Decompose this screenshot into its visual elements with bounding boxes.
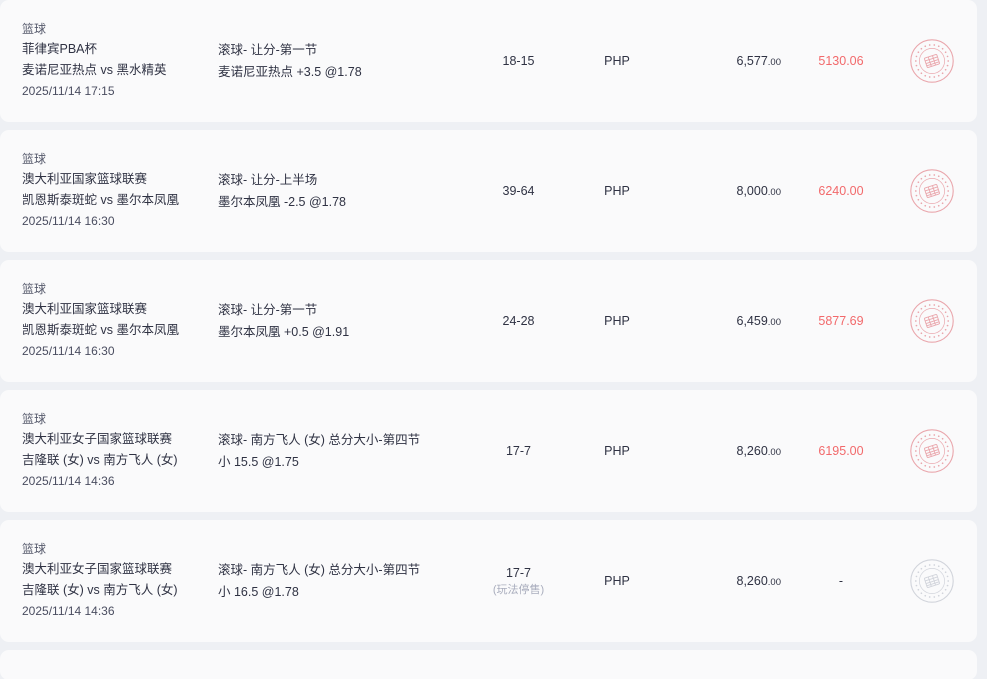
- stake-decimal-part: .00: [767, 577, 781, 588]
- stake-amount: 8,000.00: [663, 182, 782, 200]
- stake-integer-part: 8,260: [736, 444, 768, 458]
- stake-amount: 8,260.00: [663, 572, 782, 590]
- won-stamp-icon: [909, 38, 955, 84]
- score-column: 39-64: [466, 183, 571, 199]
- bet-card-partial[interactable]: [0, 650, 977, 679]
- stake-integer-part: 6,577: [736, 54, 768, 68]
- event-info-column: 篮球 澳大利亚女子国家篮球联赛 吉隆联 (女) vs 南方飞人 (女) 2025…: [0, 542, 218, 620]
- stake-integer-part: 8,260: [736, 574, 768, 588]
- league-label: 澳大利亚女子国家篮球联赛: [22, 562, 173, 576]
- score-column: 17-7: [466, 443, 571, 459]
- league-label: 澳大利亚女子国家篮球联赛: [22, 432, 173, 446]
- teams-label: 凯恩斯泰斑蛇 vs 墨尔本凤凰: [22, 193, 179, 207]
- market-column: 滚球- 让分-第一节 麦诺尼亚热点 +3.5 @1.78: [218, 41, 466, 81]
- payout-amount: 6240.00: [818, 184, 864, 198]
- currency-value: PHP: [604, 314, 630, 328]
- league-label: 菲律宾PBA杯: [22, 42, 98, 56]
- market-column: 滚球- 南方飞人 (女) 总分大小-第四节 小 15.5 @1.75: [218, 431, 466, 471]
- bet-timestamp: 2025/11/14 16:30: [22, 214, 115, 228]
- currency-value: PHP: [604, 54, 630, 68]
- market-column: 滚球- 让分-上半场 墨尔本凤凰 -2.5 @1.78: [218, 171, 466, 211]
- payout-amount: 5130.06: [818, 54, 864, 68]
- selection-label: 墨尔本凤凰 +0.5 @1.91: [218, 325, 350, 339]
- selection-label: 麦诺尼亚热点 +3.5 @1.78: [218, 65, 362, 79]
- result-stamp-cell: [901, 558, 977, 604]
- teams-label: 吉隆联 (女) vs 南方飞人 (女): [22, 453, 178, 467]
- selection-label: 墨尔本凤凰 -2.5 @1.78: [218, 195, 347, 209]
- stake-amount: 8,260.00: [663, 442, 782, 460]
- stake-decimal-part: .00: [767, 317, 781, 328]
- stake-decimal-part: .00: [767, 57, 781, 68]
- currency-value: PHP: [604, 574, 630, 588]
- score-value: 24-28: [502, 314, 535, 328]
- result-stamp-cell: [901, 168, 977, 214]
- bet-card[interactable]: 篮球 澳大利亚女子国家篮球联赛 吉隆联 (女) vs 南方飞人 (女) 2025…: [0, 520, 977, 642]
- won-stamp-icon: [909, 298, 955, 344]
- currency-value: PHP: [604, 444, 630, 458]
- sport-label: 篮球: [22, 542, 47, 556]
- market-label: 滚球- 让分-上半场: [218, 173, 318, 187]
- sport-label: 篮球: [22, 282, 47, 296]
- bet-card[interactable]: 篮球 菲律宾PBA杯 麦诺尼亚热点 vs 黑水精英 2025/11/14 17:…: [0, 0, 977, 122]
- sport-label: 篮球: [22, 412, 47, 426]
- event-info-column: 篮球 澳大利亚国家篮球联赛 凯恩斯泰斑蛇 vs 墨尔本凤凰 2025/11/14…: [0, 152, 218, 230]
- market-label: 滚球- 南方飞人 (女) 总分大小-第四节: [218, 433, 421, 447]
- sport-label: 篮球: [22, 152, 47, 166]
- teams-label: 吉隆联 (女) vs 南方飞人 (女): [22, 583, 178, 597]
- stake-decimal-part: .00: [767, 447, 781, 458]
- event-info-column: 篮球 澳大利亚女子国家篮球联赛 吉隆联 (女) vs 南方飞人 (女) 2025…: [0, 412, 218, 490]
- stake-amount: 6,459.00: [663, 312, 782, 330]
- market-column: 滚球- 让分-第一节 墨尔本凤凰 +0.5 @1.91: [218, 301, 466, 341]
- score-value: 39-64: [502, 184, 535, 198]
- event-info-column: 篮球 澳大利亚国家篮球联赛 凯恩斯泰斑蛇 vs 墨尔本凤凰 2025/11/14…: [0, 282, 218, 360]
- bet-card[interactable]: 篮球 澳大利亚国家篮球联赛 凯恩斯泰斑蛇 vs 墨尔本凤凰 2025/11/14…: [0, 260, 977, 382]
- bet-timestamp: 2025/11/14 14:36: [22, 474, 115, 488]
- void-stamp-icon: [909, 558, 955, 604]
- payout-amount: 6195.00: [818, 444, 864, 458]
- won-stamp-icon: [909, 168, 955, 214]
- score-value: 17-7: [505, 444, 532, 458]
- won-stamp-icon: [909, 428, 955, 474]
- market-label: 滚球- 让分-第一节: [218, 43, 318, 57]
- market-label: 滚球- 南方飞人 (女) 总分大小-第四节: [218, 563, 421, 577]
- selection-label: 小 16.5 @1.78: [218, 585, 299, 599]
- score-note: (玩法停售): [492, 583, 545, 596]
- selection-label: 小 15.5 @1.75: [218, 455, 299, 469]
- result-stamp-cell: [901, 298, 977, 344]
- stake-integer-part: 8,000: [736, 184, 768, 198]
- stake-integer-part: 6,459: [736, 314, 768, 328]
- score-value: 17-7: [505, 565, 532, 580]
- event-info-column: 篮球 菲律宾PBA杯 麦诺尼亚热点 vs 黑水精英 2025/11/14 17:…: [0, 22, 218, 100]
- score-column: 24-28: [466, 313, 571, 329]
- bet-timestamp: 2025/11/14 17:15: [22, 84, 115, 98]
- market-label: 滚球- 让分-第一节: [218, 303, 318, 317]
- league-label: 澳大利亚国家篮球联赛: [22, 172, 148, 186]
- bet-timestamp: 2025/11/14 14:36: [22, 604, 115, 618]
- score-value: 18-15: [502, 54, 535, 68]
- market-column: 滚球- 南方飞人 (女) 总分大小-第四节 小 16.5 @1.78: [218, 561, 466, 601]
- teams-label: 凯恩斯泰斑蛇 vs 墨尔本凤凰: [22, 323, 179, 337]
- result-stamp-cell: [901, 38, 977, 84]
- payout-amount: -: [838, 574, 844, 588]
- stake-amount: 6,577.00: [663, 52, 782, 70]
- bet-card[interactable]: 篮球 澳大利亚女子国家篮球联赛 吉隆联 (女) vs 南方飞人 (女) 2025…: [0, 390, 977, 512]
- bet-card[interactable]: 篮球 澳大利亚国家篮球联赛 凯恩斯泰斑蛇 vs 墨尔本凤凰 2025/11/14…: [0, 130, 977, 252]
- payout-amount: 5877.69: [818, 314, 864, 328]
- teams-label: 麦诺尼亚热点 vs 黑水精英: [22, 63, 167, 77]
- stake-decimal-part: .00: [767, 187, 781, 198]
- sport-label: 篮球: [22, 22, 47, 36]
- league-label: 澳大利亚国家篮球联赛: [22, 302, 148, 316]
- bet-timestamp: 2025/11/14 16:30: [22, 344, 115, 358]
- score-column: 17-7 (玩法停售): [466, 565, 571, 598]
- score-column: 18-15: [466, 53, 571, 69]
- result-stamp-cell: [901, 428, 977, 474]
- currency-value: PHP: [604, 184, 630, 198]
